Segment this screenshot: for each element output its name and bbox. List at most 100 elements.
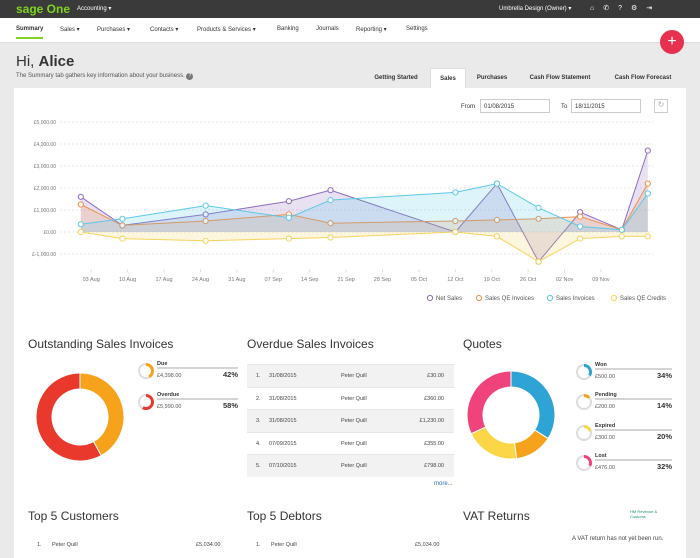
point bbox=[452, 228, 459, 236]
cell: Peter Quill bbox=[341, 373, 367, 379]
x-tick-label: 21 Sep bbox=[337, 277, 354, 283]
menu-item[interactable]: Contacts ▾ bbox=[150, 27, 179, 33]
x-tick-label: 07 Sep bbox=[265, 277, 282, 283]
point bbox=[77, 221, 84, 228]
point bbox=[327, 187, 334, 194]
x-tick-label: 26 Oct bbox=[520, 277, 537, 283]
y-tick-label: £1,000.00 bbox=[34, 208, 56, 214]
point bbox=[493, 216, 501, 223]
x-tick-label: 09 Nov bbox=[592, 277, 610, 283]
point bbox=[452, 217, 459, 225]
account[interactable]: Umbrella Design (Owner) ▾ bbox=[499, 6, 572, 12]
subtitle-text: The Summary tab gathers key information … bbox=[16, 73, 185, 79]
menu-item[interactable]: Reporting ▾ bbox=[356, 27, 387, 33]
legend-marker bbox=[546, 294, 554, 302]
cell: 4. bbox=[256, 440, 261, 447]
tab[interactable]: Getting Started bbox=[374, 75, 418, 81]
x-tick-label: 05 Oct bbox=[411, 277, 428, 283]
menu-item[interactable]: Sales ▾ bbox=[60, 27, 80, 33]
x-tick-label: 12 Oct bbox=[447, 277, 464, 283]
to-input[interactable]: 18/11/2015 bbox=[571, 99, 641, 113]
menu-item[interactable]: Summary bbox=[16, 26, 44, 39]
table-row: 4. 07/09/2015 Peter Quill £355.00 bbox=[247, 431, 454, 455]
series-area bbox=[80, 232, 648, 262]
point bbox=[285, 235, 292, 242]
point bbox=[77, 228, 84, 236]
cell: 07/10/2015 bbox=[269, 463, 297, 469]
gauge-fill bbox=[584, 394, 591, 399]
menu-item[interactable]: Banking bbox=[277, 26, 299, 32]
product: Accounting bbox=[77, 6, 107, 12]
x-tick-label: 14 Sep bbox=[301, 277, 318, 283]
vat-note: A VAT return has not yet been run. bbox=[572, 536, 664, 542]
icons[interactable]: ⌂✆?⚙⇥ bbox=[590, 5, 662, 12]
from-input[interactable]: 01/08/2015 bbox=[480, 99, 550, 113]
gauge-fill bbox=[584, 455, 592, 467]
logo[interactable]: sage One bbox=[16, 2, 71, 16]
more-link[interactable]: more... bbox=[434, 481, 453, 487]
point bbox=[618, 233, 625, 240]
x-tick-label: 17 Aug bbox=[155, 277, 172, 283]
y-tick-label: £5,000.00 bbox=[34, 120, 56, 126]
point bbox=[327, 197, 334, 204]
cell: 07/09/2015 bbox=[269, 440, 297, 447]
hmrc: HM Revenue & Customs bbox=[630, 509, 658, 519]
cell: 3. bbox=[256, 418, 261, 424]
donut-segment bbox=[510, 370, 556, 440]
tab[interactable]: Purchases bbox=[476, 75, 508, 81]
product-menu[interactable]: Accounting ▾ bbox=[77, 6, 112, 12]
x-tick-label: 28 Sep bbox=[374, 277, 391, 283]
point bbox=[535, 258, 542, 265]
cell: 2. bbox=[256, 395, 261, 402]
tab[interactable]: Cash Flow Statement bbox=[529, 75, 591, 81]
point bbox=[452, 189, 459, 196]
point bbox=[202, 202, 209, 209]
point bbox=[119, 222, 126, 229]
name: Alice bbox=[38, 53, 75, 70]
legend-marker bbox=[610, 294, 618, 302]
vat-title: VAT Returns bbox=[463, 509, 530, 523]
tab[interactable]: Cash Flow Forecast bbox=[614, 75, 672, 81]
add-button[interactable]: + bbox=[660, 30, 684, 54]
cell: 1. bbox=[37, 542, 42, 548]
donut-segment bbox=[466, 370, 512, 435]
point bbox=[577, 223, 584, 230]
refresh[interactable]: ↻ bbox=[654, 99, 668, 113]
tab[interactable]: Sales bbox=[430, 68, 466, 88]
item-percent: 32% bbox=[657, 462, 672, 471]
cell: Peter Quill bbox=[341, 418, 367, 424]
x-tick-label: 03 Aug bbox=[83, 277, 100, 283]
cell: £5,034.00 bbox=[196, 542, 221, 548]
point bbox=[493, 180, 501, 187]
menu-item[interactable]: Products & Services ▾ bbox=[197, 27, 256, 33]
item-amount: £300.00 bbox=[595, 435, 615, 441]
point bbox=[119, 215, 126, 222]
gauge-fill bbox=[146, 363, 155, 379]
item-percent: 20% bbox=[657, 432, 672, 441]
menu-item[interactable]: Journals bbox=[316, 26, 339, 32]
donut-segment bbox=[79, 372, 125, 457]
greeting: Hi, Alice bbox=[16, 53, 74, 70]
menu-item[interactable]: Settings bbox=[406, 26, 428, 32]
donut-segment bbox=[470, 426, 518, 460]
donut-segment bbox=[35, 372, 102, 462]
cell: £5,034.00 bbox=[415, 542, 440, 548]
item-percent: 34% bbox=[657, 371, 672, 380]
item-label: Overdue bbox=[157, 392, 179, 398]
y-tick-label: £3,000.00 bbox=[34, 164, 56, 170]
point bbox=[77, 201, 84, 208]
legend-label: Sales QE Invoices bbox=[485, 296, 534, 302]
gauge-fill bbox=[142, 394, 154, 410]
cell: £355.00 bbox=[424, 440, 444, 447]
top-bar: sage One Accounting ▾ Umbrella Design (O… bbox=[0, 0, 700, 18]
point bbox=[535, 215, 542, 222]
item-amount: £500.00 bbox=[595, 374, 615, 380]
overdue-title: Overdue Sales Invoices bbox=[247, 337, 374, 351]
table-row: 3. 31/08/2015 Peter Quill £1,230.00 bbox=[247, 409, 454, 432]
y-tick-label: £0.00 bbox=[43, 230, 56, 236]
menu-item[interactable]: Purchases ▾ bbox=[97, 27, 131, 33]
series-area bbox=[80, 183, 648, 232]
point bbox=[77, 193, 84, 200]
subtitle: The Summary tab gathers key information … bbox=[16, 73, 194, 80]
